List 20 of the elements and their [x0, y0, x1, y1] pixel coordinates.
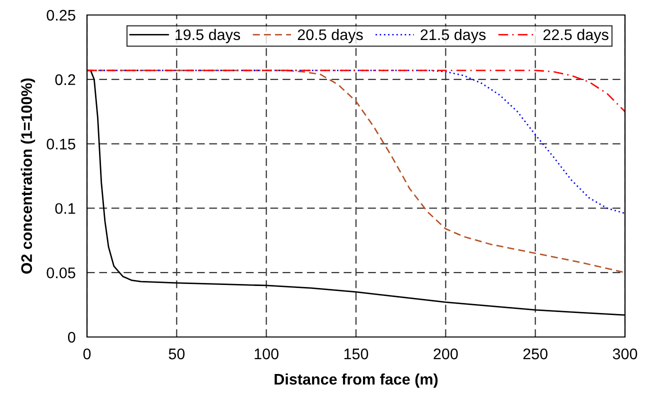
legend-label: 20.5 days [298, 28, 363, 44]
x-tick-label: 50 [168, 348, 185, 360]
x-tick-label: 300 [612, 348, 638, 360]
legend-label: 19.5 days [176, 28, 240, 44]
y-tick-label: 0.05 [46, 267, 76, 278]
y-tick-label: 0 [68, 332, 76, 343]
x-tick-label: 250 [523, 348, 548, 360]
x-tick-label: 150 [344, 348, 368, 360]
x-tick-label: 100 [254, 348, 278, 360]
y-tick-label: 0.25 [46, 10, 76, 21]
y-tick-label: 0.1 [55, 203, 76, 214]
x-tick-label: 200 [434, 348, 458, 360]
x-tick-label: 0 [83, 348, 91, 360]
x-axis-title: Distance from face (m) [274, 373, 438, 388]
legend-label: 22.5 days [543, 28, 608, 44]
legend-label: 21.5 days [420, 28, 486, 44]
y-tick-label: 0.2 [55, 74, 76, 86]
y-axis-title: O2 concentration (1=100%) [20, 78, 36, 274]
line-series [87, 70, 625, 112]
y-tick-label: 0.15 [46, 138, 76, 150]
